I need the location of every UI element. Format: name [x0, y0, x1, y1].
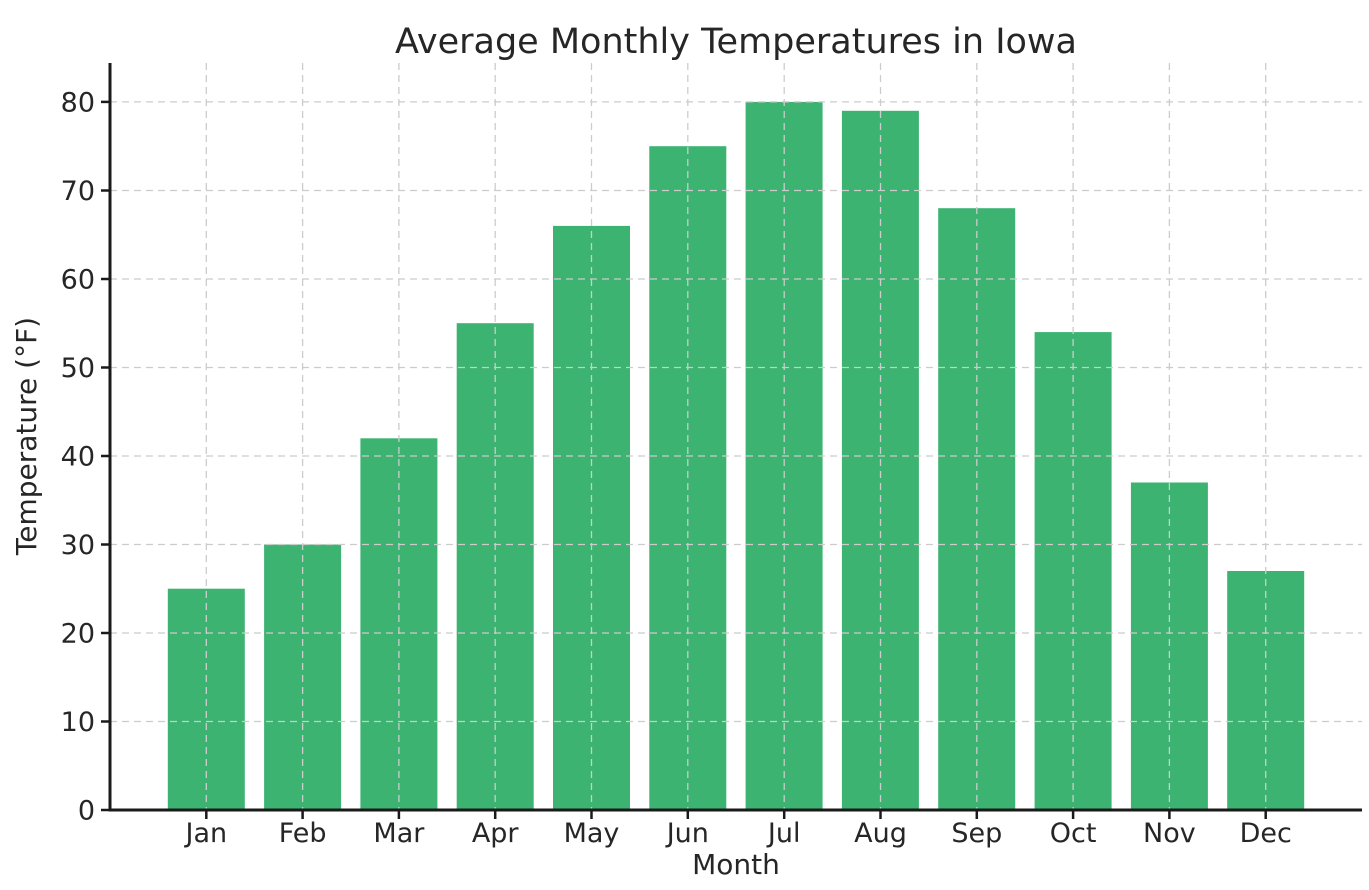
x-tick-label-jan: Jan [183, 818, 227, 849]
x-tick-label-dec: Dec [1240, 818, 1292, 849]
x-tick-label-may: May [564, 818, 620, 849]
x-tick-label-feb: Feb [279, 818, 327, 849]
x-tick-label-nov: Nov [1143, 818, 1196, 849]
x-tick-label-oct: Oct [1050, 818, 1097, 849]
y-tick-label-80: 80 [61, 87, 95, 118]
y-axis-label: Temperature (°F) [10, 317, 43, 556]
x-tick-label-jun: Jun [665, 818, 709, 849]
y-tick-label-60: 60 [61, 265, 95, 296]
y-tick-label-20: 20 [61, 619, 95, 650]
y-tick-label-70: 70 [61, 176, 95, 207]
axes-group [108, 63, 1362, 812]
x-tick-label-sep: Sep [951, 818, 1002, 849]
y-tick-label-40: 40 [61, 442, 95, 473]
tick-labels-group: 0 10 20 30 40 50 60 70 80 Jan Feb Mar Apr May Jun Jul Au… [61, 87, 1292, 849]
x-tick-label-mar: Mar [373, 818, 425, 849]
y-tick-label-30: 30 [61, 530, 95, 561]
x-tick-label-apr: Apr [472, 818, 520, 849]
y-tick-label-10: 10 [61, 707, 95, 738]
x-tick-label-jul: Jul [766, 818, 801, 849]
bar-may [553, 225, 630, 810]
axis-ticks-group [101, 100, 1267, 819]
x-axis-label: Month [692, 848, 780, 881]
y-tick-label-50: 50 [61, 353, 95, 384]
gridlines-group [110, 63, 1362, 810]
x-tick-label-aug: Aug [854, 818, 907, 849]
y-tick-label-0: 0 [78, 796, 95, 827]
chart-title: Average Monthly Temperatures in Iowa [395, 22, 1077, 62]
bar-mar [360, 438, 438, 810]
